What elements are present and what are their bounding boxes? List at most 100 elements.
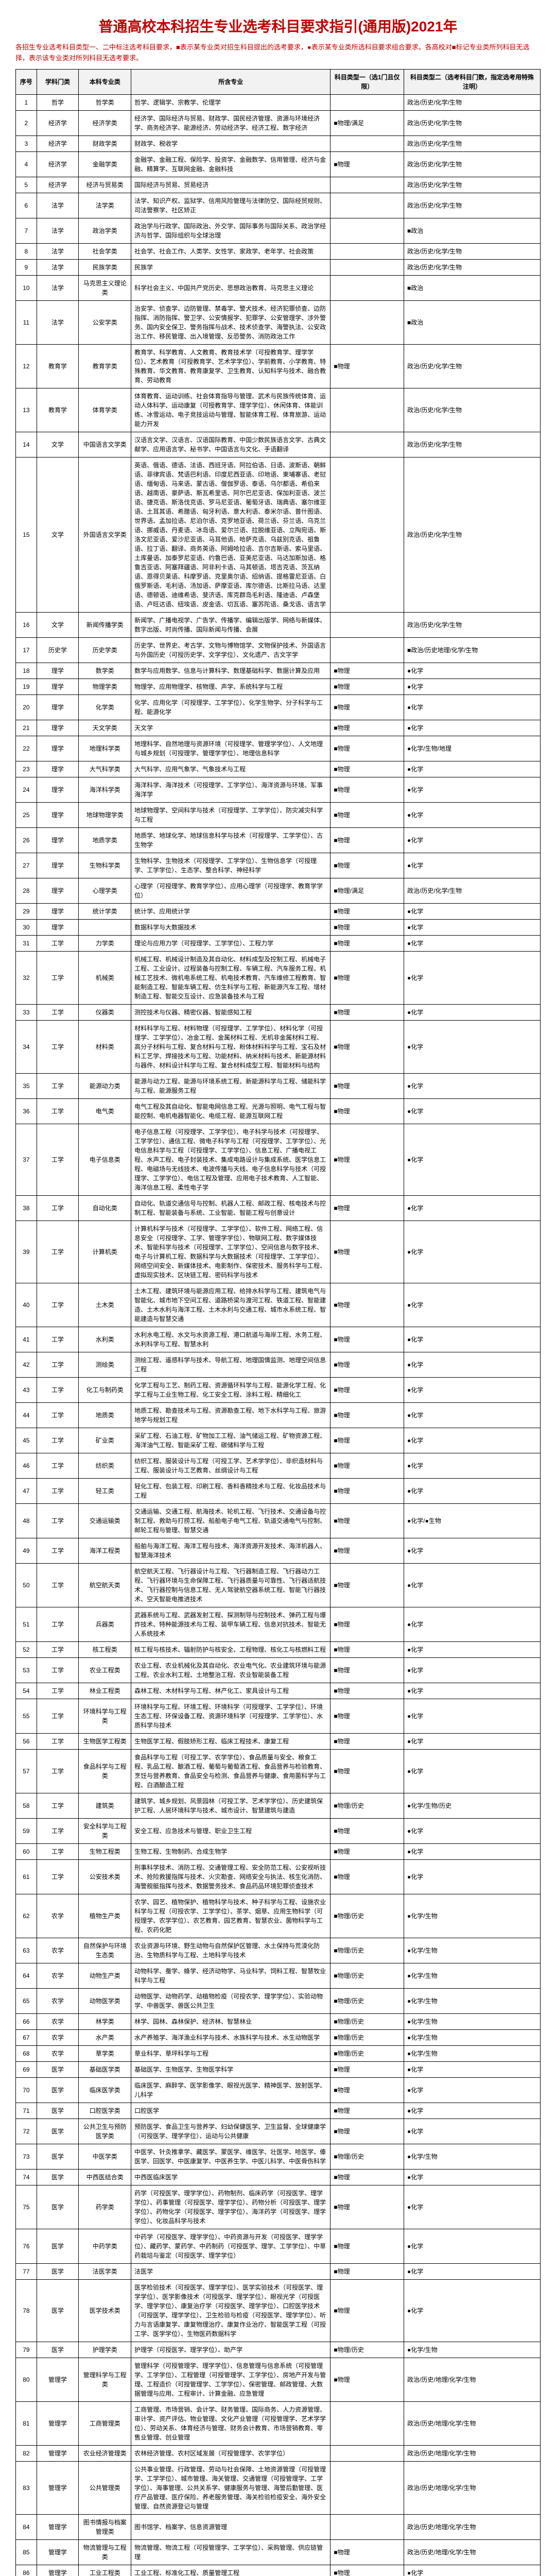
table-cell: 外国语言文学类 [79, 457, 131, 612]
table-cell: 政治/历史/化学/生物 [404, 94, 541, 110]
table-cell: ●化学 [404, 1478, 541, 1503]
table-cell: 地质工程、勘查技术与工程、资源勘查工程、地下水科学与工程、旅游地学与规划工程 [131, 1402, 331, 1428]
table-cell: 政治/历史/化学/生物 [404, 878, 541, 903]
table-cell: 统计学、应用统计学 [131, 903, 331, 919]
table-cell: 测绘工程、遥感科学与技术、导航工程、地理国情监测、地理空间信息工程 [131, 1352, 331, 1377]
table-row: 26理学地质学类地质学、地球化学、地球信息科学与技术（可授理学、工学学位）、古生… [16, 827, 541, 853]
table-cell: 仪器类 [79, 1004, 131, 1020]
table-row: 70医学临床医学类临床医学、麻醉学、医学影像学、眼视光医学、精神医学、放射医学、… [16, 2077, 541, 2103]
table-row: 73医学中医学类中医学、针灸推拿学、藏医学、蒙医学、维医学、壮医学、哈医学、傣医… [16, 2144, 541, 2169]
table-row: 39工学计算机类计算机科学与技术（可授理学、工学学位）、软件工程、网络工程、信息… [16, 1221, 541, 1283]
table-cell: ●化学 [404, 2565, 541, 2576]
table-row: 59工学安全科学与工程类安全工程、应急技术与管理、职业卫生工程■物理●化学 [16, 1818, 541, 1843]
table-cell: 理学 [37, 802, 79, 827]
table-row: 85管理学物流管理与工程类物流管理、物流工程（可授管理学、工学学位）、采购管理、… [16, 2539, 541, 2565]
table-cell: 58 [16, 1793, 37, 1818]
table-cell: 医学 [37, 2185, 79, 2229]
table-cell: ■物理/历史 [331, 2342, 404, 2358]
table-cell: 工学 [37, 1073, 79, 1098]
table-cell: 机械工程、机械设计制造及其自动化、材料成型及控制工程、机械电子工程、工业设计、过… [131, 951, 331, 1004]
table-cell: 基础医学类 [79, 2061, 131, 2077]
table-cell: 44 [16, 1402, 37, 1428]
table-row: 58工学建筑类建筑学、城乡规划、风景园林（可授工学、艺术学学位）、历史建筑保护工… [16, 1793, 541, 1818]
table-cell: 新闻传播学类 [79, 612, 131, 637]
table-cell: 电气工程及其自动化、智能电网信息工程、光源与照明、电气工程与智能控制、电机电器智… [131, 1098, 331, 1124]
table-row: 40工学土木类土木工程、建筑环境与能源应用工程、给排水科学与工程、建筑电气与智能… [16, 1283, 541, 1327]
table-row: 10法学马克思主义理论类科学社会主义、中国共产党历史、思想政治教育、马克思主义理… [16, 275, 541, 300]
table-cell: 教育学 [37, 388, 79, 432]
table-cell: 马克思主义理论类 [79, 275, 131, 300]
table-cell [331, 2401, 404, 2445]
table-row: 69医学基础医学类基础医学、生物医学、生物医学科学■物理●化学 [16, 2061, 541, 2077]
table-cell: 草学类 [79, 2045, 131, 2061]
table-cell: ●化学 [404, 2077, 541, 2103]
table-cell: 物流管理与工程类 [79, 2539, 131, 2565]
table-cell: 40 [16, 1283, 37, 1327]
table-cell: 政治/历史/化学/生物 [404, 457, 541, 612]
table-row: 46工学纺织类纺织工程、服装设计与工程（可授工学、艺术学学位）、非织造材料与工程… [16, 1453, 541, 1478]
table-cell: 22 [16, 736, 37, 761]
table-cell: 民族学类 [79, 259, 131, 275]
table-cell: 公安学类 [79, 300, 131, 344]
table-cell: 轻化工程、包装工程、印刷工程、香料香精技术与工程、化妆品技术与工程 [131, 1478, 331, 1503]
table-cell: 7 [16, 218, 37, 243]
table-cell: 体育学类 [79, 388, 131, 432]
table-row: 79医学护理学类护理学（可授医学、理学学位）、助产学■物理/历史●化学/生物 [16, 2342, 541, 2358]
table-cell: 57 [16, 1749, 37, 1793]
table-cell: ●化学 [404, 1124, 541, 1195]
intro-text: 各招生专业选考科目类型一、二中标注选考科目要求，■表示某专业类对招生科目提出的选… [15, 42, 541, 64]
table-cell: 机械类 [79, 951, 131, 1004]
table-row: 47工学轻工类轻化工程、包装工程、印刷工程、香料香精技术与工程、化妆品技术与工程… [16, 1478, 541, 1503]
table-cell: 经济学、国际经济与贸易、财政学、国民经济管理、资源与环境经济学、商务经济学、能源… [131, 110, 331, 135]
table-row: 49工学海洋工程类船舶与海洋工程、海洋工程与技术、海洋资源开发技术、海洋机器人、… [16, 1538, 541, 1563]
table-cell: ●化学 [404, 1020, 541, 1073]
table-row: 38工学自动化类自动化、轨道交通信号与控制、机器人工程、邮政工程、核电技术与控制… [16, 1195, 541, 1221]
table-cell: 地质类 [79, 1402, 131, 1428]
table-cell: ■物理/满足 [331, 878, 404, 903]
table-cell: ●化学/生物 [404, 2144, 541, 2169]
table-cell: ■物理 [331, 736, 404, 761]
table-cell: ■物理 [331, 151, 404, 177]
table-cell: ■物理/历史 [331, 2029, 404, 2045]
table-cell: 农学 [37, 2045, 79, 2061]
page-title: 普通高校本科招生专业选考科目要求指引(通用版)2021年 [15, 15, 541, 36]
table-row: 16文学新闻传播学类新闻学、广播电视学、广告学、传播学、编辑出版学、网络与新媒体… [16, 612, 541, 637]
table-cell: ■物理 [331, 2229, 404, 2263]
table-cell: 法学、知识产权、监狱学、信用风险管理与法律防空、国际经贸规则、司法警察学、社区矫… [131, 193, 331, 218]
table-cell: 政治/历史/化学/生物 [404, 612, 541, 637]
table-cell: ●化学 [404, 1352, 541, 1377]
table-cell: 41 [16, 1327, 37, 1352]
table-cell: 生物科学类 [79, 853, 131, 878]
table-row: 4经济学金融学类金融学、金融工程、保险学、投资学、金融数学、信用管理、经济与金融… [16, 151, 541, 177]
table-cell: ■物理 [331, 2061, 404, 2077]
table-cell: 政治/历史/化学/生物 [404, 344, 541, 388]
table-cell: 85 [16, 2539, 37, 2565]
table-cell: 天文学 [131, 720, 331, 736]
table-cell: ■物理/历史 [331, 1988, 404, 2013]
table-cell: 工学 [37, 1843, 79, 1859]
table-row: 1哲学哲学类哲学、逻辑学、宗教学、伦理学政治/历史/化学/生物 [16, 94, 541, 110]
table-cell: 政治/历史/化学/生物 [404, 388, 541, 432]
table-cell: 48 [16, 1503, 37, 1538]
table-cell: 刑事科学技术、消防工程、交通管理工程、安全防范工程、公安视听技术、抢险救援指挥与… [131, 1859, 331, 1894]
table-cell: ■物理/历史 [331, 1793, 404, 1818]
table-cell: ■政治/历史地理/化学/生物 [404, 637, 541, 663]
table-row: 53工学农业工程类农业工程、农业机械化及其自动化、农业电气化、农业建筑环境与能源… [16, 1657, 541, 1683]
table-cell: 科学社会主义、中国共产党历史、思想政治教育、马克思主义理论 [131, 275, 331, 300]
table-cell: 基础医学、生物医学、生物医学科学 [131, 2061, 331, 2077]
table-cell: ●化学 [404, 1377, 541, 1402]
table-cell: 政治/历史/化学/生物 [404, 177, 541, 193]
table-cell: 理学 [37, 853, 79, 878]
table-cell: 公共管理类 [79, 2461, 131, 2514]
table-cell: ●化学 [404, 919, 541, 935]
table-cell: 林学、园林、森林保护、经济林、智慧林业 [131, 2013, 331, 2029]
table-cell: ■物理 [331, 2539, 404, 2565]
table-cell: 政治/历史/地理/化学/生物 [404, 2539, 541, 2565]
table-cell: 文学 [37, 432, 79, 457]
table-row: 31工学力学类理论与应用力学（可授理学、工学学位）、工程力学■物理●化学 [16, 935, 541, 951]
table-cell: 65 [16, 1988, 37, 2013]
table-row: 62农学植物生产类农学、园艺、植物保护、植物科学与技术、种子科学与工程、设施农业… [16, 1894, 541, 1938]
table-cell: 52 [16, 1641, 37, 1657]
table-cell: ■物理 [331, 2358, 404, 2401]
table-cell: ●化学 [404, 903, 541, 919]
